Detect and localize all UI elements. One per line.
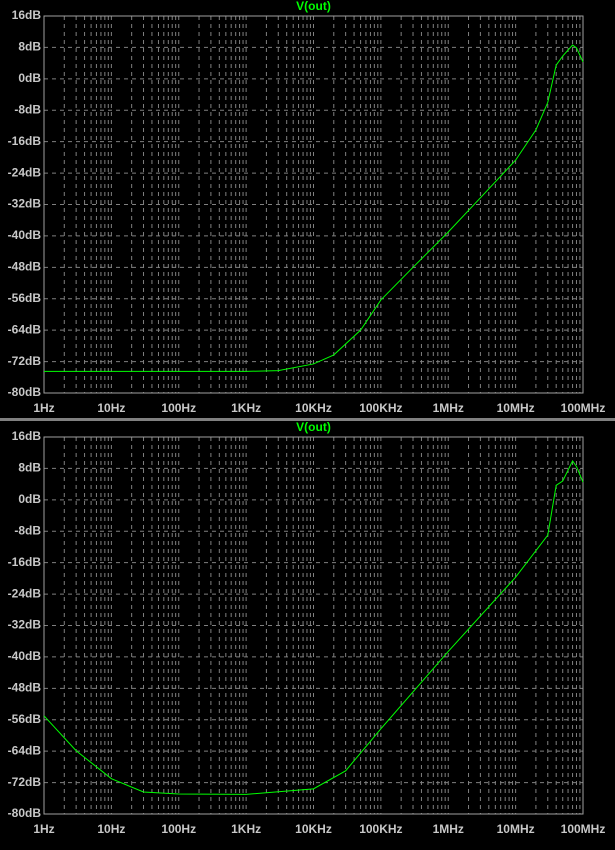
y-tick-label: -32dB xyxy=(8,197,42,211)
x-tick-label: 100KHz xyxy=(359,822,402,836)
x-tick-label: 100MHz xyxy=(561,401,606,415)
y-tick-label: 16dB xyxy=(12,8,42,22)
y-tick-label: -24dB xyxy=(8,165,42,179)
x-tick-label: 1MHz xyxy=(433,822,464,836)
y-tick-label: -48dB xyxy=(8,681,42,695)
y-tick-label: -16dB xyxy=(8,134,42,148)
y-tick-label: -80dB xyxy=(8,385,42,399)
y-tick-label: -56dB xyxy=(8,291,42,305)
x-tick-label: 10KHz xyxy=(295,401,332,415)
y-tick-label: -24dB xyxy=(8,586,42,600)
y-tick-label: -48dB xyxy=(8,260,42,274)
trace xyxy=(43,459,584,795)
y-tick-label: -64dB xyxy=(8,322,42,336)
x-tick-label: 100KHz xyxy=(359,401,402,415)
x-tick-label: 10MHz xyxy=(497,822,535,836)
x-tick-label: 100Hz xyxy=(161,401,196,415)
chart-title: V(out) xyxy=(296,0,331,13)
x-tick-label: 1Hz xyxy=(33,822,54,836)
y-tick-label: -32dB xyxy=(8,618,42,632)
y-tick-label: -80dB xyxy=(8,806,42,820)
y-tick-label: -56dB xyxy=(8,712,42,726)
y-tick-label: -8dB xyxy=(14,523,41,537)
chart-title: V(out) xyxy=(296,420,331,434)
x-tick-label: 10MHz xyxy=(497,401,535,415)
y-tick-label: -72dB xyxy=(8,354,42,368)
y-tick-label: -64dB xyxy=(8,743,42,757)
y-tick-label: -40dB xyxy=(8,649,42,663)
y-tick-label: -16dB xyxy=(8,555,42,569)
trace xyxy=(44,44,584,372)
pane-separator xyxy=(0,418,615,421)
y-tick-label: 8dB xyxy=(18,461,41,475)
x-tick-label: 100MHz xyxy=(561,822,606,836)
x-tick-label: 1KHz xyxy=(231,822,261,836)
y-tick-label: 0dB xyxy=(18,71,41,85)
x-tick-label: 100Hz xyxy=(161,822,196,836)
y-tick-label: -8dB xyxy=(14,102,41,116)
y-tick-label: 8dB xyxy=(18,40,41,54)
x-tick-label: 1MHz xyxy=(433,401,464,415)
y-tick-label: 16dB xyxy=(12,429,42,443)
y-tick-label: -72dB xyxy=(8,775,42,789)
x-tick-label: 10KHz xyxy=(295,822,332,836)
x-tick-label: 10Hz xyxy=(97,401,125,415)
plot-frame xyxy=(43,436,584,815)
x-tick-label: 10Hz xyxy=(97,822,125,836)
plot-frame xyxy=(43,15,584,394)
x-tick-label: 1KHz xyxy=(231,401,261,415)
y-tick-label: -40dB xyxy=(8,228,42,242)
y-tick-label: 0dB xyxy=(18,492,41,506)
x-tick-label: 1Hz xyxy=(33,401,54,415)
